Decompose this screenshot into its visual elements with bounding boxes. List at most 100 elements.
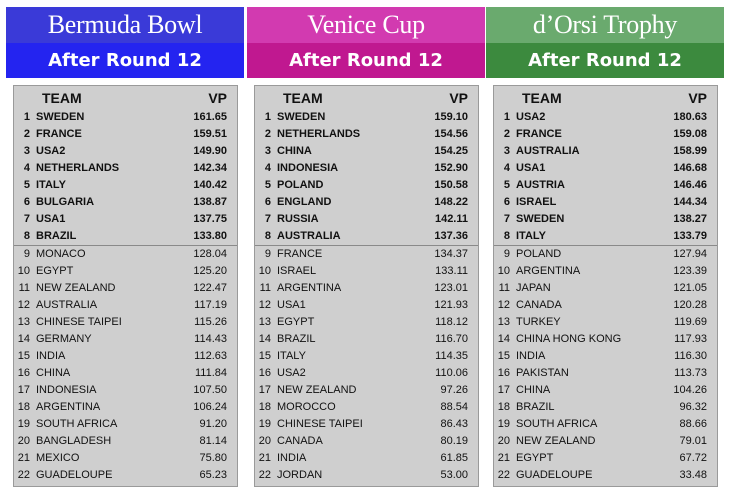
team-cell: ITALY [277, 348, 306, 365]
vp-cell: 114.43 [194, 331, 227, 348]
table-row: 3 AUSTRALIA 158.99 [494, 143, 717, 160]
vp-cell: 121.05 [673, 280, 707, 297]
table-row: 18 MOROCCO 88.54 [255, 399, 478, 416]
vp-cell: 79.01 [679, 433, 707, 450]
vp-cell: 146.68 [673, 160, 707, 177]
team-cell: USA2 [516, 109, 545, 126]
team-cell: POLAND [277, 177, 323, 194]
team-column-header: TEAM [522, 90, 562, 106]
rank-cell: 5 [496, 177, 510, 194]
table-row: 19 SOUTH AFRICA 88.66 [494, 416, 717, 433]
table-row: 22 GUADELOUPE 33.48 [494, 467, 717, 484]
table-row: 5 AUSTRIA 146.46 [494, 177, 717, 194]
team-cell: EGYPT [277, 314, 314, 331]
vp-cell: 122.47 [193, 280, 227, 297]
team-cell: INDIA [277, 450, 306, 467]
panel-bermuda-bowl: Bermuda Bowl After Round 12 TEAM VP 1 SWE… [6, 7, 244, 493]
team-cell: ITALY [516, 228, 546, 245]
team-cell: BULGARIA [36, 194, 94, 211]
table-row: 1 SWEDEN 161.65 [14, 109, 237, 126]
vp-cell: 138.87 [193, 194, 227, 211]
table-row: 19 SOUTH AFRICA 91.20 [14, 416, 237, 433]
rank-cell: 14 [257, 331, 271, 348]
vp-cell: 115.26 [194, 314, 227, 331]
rank-cell: 18 [16, 399, 30, 416]
table-row: 1 USA2 180.63 [494, 109, 717, 126]
table-row: 11 NEW ZEALAND 122.47 [14, 280, 237, 297]
rank-cell: 11 [16, 280, 30, 297]
vp-cell: 104.26 [673, 382, 707, 399]
standings-table: TEAM VP 1 USA2 180.63 2 FRANCE 159.08 3 AUSTRAL… [493, 85, 718, 487]
vp-cell: 88.54 [440, 399, 468, 416]
vp-cell: 107.50 [193, 382, 227, 399]
table-row: 13 CHINESE TAIPEI 115.26 [14, 314, 237, 331]
table-row: 1 SWEDEN 159.10 [255, 109, 478, 126]
table-row: 15 ITALY 114.35 [255, 348, 478, 365]
rank-cell: 3 [257, 143, 271, 160]
vp-cell: 142.11 [435, 211, 468, 228]
team-cell: CHINA [277, 143, 312, 160]
rank-cell: 15 [257, 348, 271, 365]
vp-cell: 65.23 [199, 467, 227, 484]
table-row: 7 RUSSIA 142.11 [255, 211, 478, 228]
vp-cell: 146.46 [673, 177, 707, 194]
table-row: 2 FRANCE 159.51 [14, 126, 237, 143]
team-cell: EGYPT [516, 450, 553, 467]
rank-cell: 15 [496, 348, 510, 365]
rank-cell: 4 [496, 160, 510, 177]
table-row: 18 BRAZIL 96.32 [494, 399, 717, 416]
team-cell: USA2 [277, 365, 306, 382]
vp-cell: 120.28 [673, 297, 707, 314]
vp-cell: 116.70 [435, 331, 468, 348]
team-cell: SWEDEN [36, 109, 84, 126]
vp-cell: 111.84 [195, 365, 227, 382]
rank-cell: 13 [16, 314, 30, 331]
table-row: 16 PAKISTAN 113.73 [494, 365, 717, 382]
rank-cell: 11 [257, 280, 271, 297]
table-row: 6 BULGARIA 138.87 [14, 194, 237, 211]
team-cell: FRANCE [277, 246, 322, 263]
table-row: 13 TURKEY 119.69 [494, 314, 717, 331]
table-row: 9 FRANCE 134.37 [255, 245, 478, 263]
team-cell: CHINA [516, 382, 550, 399]
rank-cell: 4 [257, 160, 271, 177]
team-cell: USA1 [277, 297, 306, 314]
rank-cell: 20 [496, 433, 510, 450]
table-row: 14 GERMANY 114.43 [14, 331, 237, 348]
team-cell: CANADA [277, 433, 323, 450]
rank-cell: 6 [257, 194, 271, 211]
rank-cell: 19 [16, 416, 30, 433]
rank-cell: 1 [496, 109, 510, 126]
team-cell: ISRAEL [516, 194, 556, 211]
rank-cell: 12 [257, 297, 271, 314]
vp-cell: 133.11 [435, 263, 468, 280]
vp-cell: 75.80 [199, 450, 227, 467]
team-cell: NETHERLANDS [277, 126, 360, 143]
vp-cell: 133.80 [193, 228, 227, 245]
rank-cell: 2 [496, 126, 510, 143]
team-cell: BRAZIL [516, 399, 555, 416]
table-row: 12 USA1 121.93 [255, 297, 478, 314]
rank-cell: 3 [496, 143, 510, 160]
vp-cell: 117.93 [674, 331, 707, 348]
team-cell: CHINA [36, 365, 70, 382]
table-row: 21 EGYPT 67.72 [494, 450, 717, 467]
team-cell: SWEDEN [516, 211, 564, 228]
vp-cell: 148.22 [434, 194, 468, 211]
rank-cell: 2 [16, 126, 30, 143]
team-cell: USA1 [36, 211, 65, 228]
team-cell: FRANCE [516, 126, 562, 143]
rank-cell: 13 [257, 314, 271, 331]
vp-cell: 119.69 [674, 314, 707, 331]
vp-cell: 133.79 [673, 228, 707, 245]
vp-cell: 53.00 [440, 467, 468, 484]
table-row: 20 CANADA 80.19 [255, 433, 478, 450]
vp-cell: 142.34 [193, 160, 227, 177]
team-cell: ITALY [36, 177, 66, 194]
vp-cell: 158.99 [673, 143, 707, 160]
rank-cell: 16 [496, 365, 510, 382]
team-cell: NEW ZEALAND [36, 280, 115, 297]
vp-cell: 106.24 [193, 399, 227, 416]
panel-title: d’Orsi Trophy [486, 7, 724, 43]
rank-cell: 5 [257, 177, 271, 194]
